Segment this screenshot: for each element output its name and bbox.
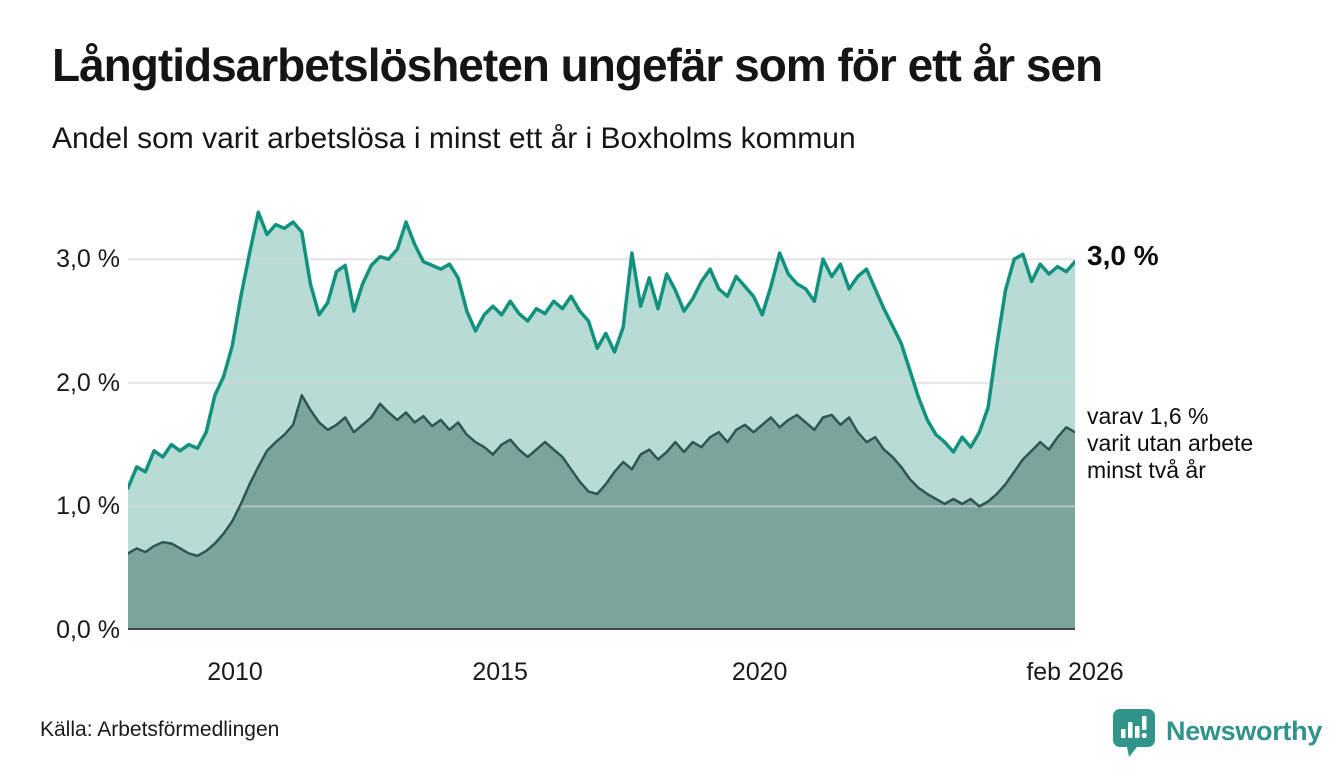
- x-tick-label: 2010: [207, 658, 263, 686]
- y-tick-label: 3,0 %: [56, 245, 120, 274]
- y-tick-label: 1,0 %: [56, 492, 120, 521]
- chart-title: Långtidsarbetslösheten ungefär som för e…: [52, 39, 1103, 91]
- plot-area: [128, 190, 1075, 630]
- annotation-latest-value: 3,0 %: [1087, 240, 1159, 271]
- annotation-subseries-line2: varit utan arbete: [1087, 430, 1254, 456]
- y-tick-label: 0,0 %: [56, 616, 120, 644]
- annotation-subseries-line1: varav 1,6 %: [1087, 403, 1209, 429]
- x-tick-label: 2015: [472, 658, 528, 686]
- area-chart: [128, 210, 1075, 630]
- newsworthy-logo-text: Newsworthy: [1166, 716, 1323, 746]
- x-tick-label: 2020: [731, 658, 788, 686]
- annotation-subseries-line3: minst två år: [1087, 457, 1206, 483]
- annotation-subseries: varav 1,6 % varit utan arbete minst två …: [1087, 403, 1253, 484]
- source-note: Källa: Arbetsförmedlingen: [40, 718, 280, 741]
- newsworthy-logo[interactable]: Newsworthy: [1112, 708, 1322, 760]
- y-tick-label: 2,0 %: [56, 368, 120, 397]
- chart-subtitle: Andel som varit arbetslösa i minst ett å…: [52, 122, 856, 155]
- x-tick-label: feb 2026: [1026, 658, 1124, 686]
- newsworthy-icon: [1112, 708, 1156, 763]
